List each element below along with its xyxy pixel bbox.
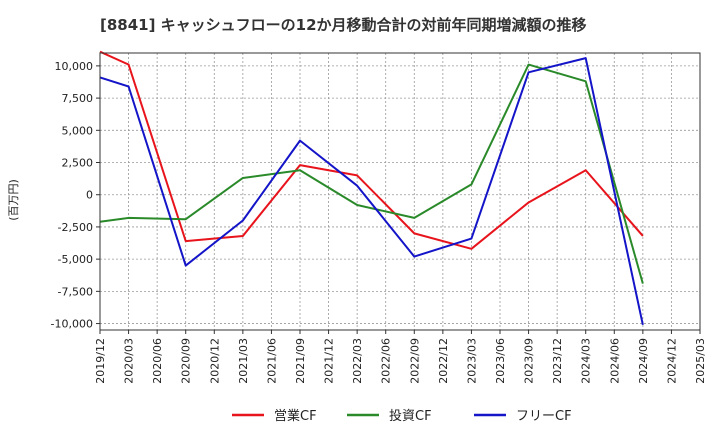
x-tick-label: 2024/06 <box>608 338 621 384</box>
legend-label: 営業CF <box>274 408 317 424</box>
x-tick-label: 2023/12 <box>551 338 564 384</box>
x-tick-label: 2022/12 <box>437 338 450 384</box>
legend-label: フリーCF <box>516 409 572 424</box>
y-tick-label: -10,000 <box>51 318 93 331</box>
x-tick-label: 2021/03 <box>237 338 250 384</box>
x-tick-label: 2022/06 <box>380 338 393 384</box>
legend: 営業CF 投資CF フリーCF <box>232 408 572 424</box>
x-tick-label: 2021/06 <box>265 338 278 384</box>
grid <box>99 53 701 330</box>
y-axis-label: (百万円) <box>7 179 20 221</box>
x-tick-label: 2023/09 <box>523 338 536 384</box>
x-tick-label: 2025/03 <box>694 338 707 384</box>
y-ticks: 10,000 7,500 5,000 2,500 0 -2,500 -5,000 -7,500… <box>51 60 100 331</box>
y-tick-label: -2,500 <box>58 221 93 234</box>
chart-title: [8841] キャッシュフローの12か月移動合計の対前年同期増減額の推移 <box>100 16 587 34</box>
plot-frame <box>99 52 701 331</box>
x-tick-label: 2020/03 <box>123 338 136 384</box>
y-tick-label: 10,000 <box>55 60 94 73</box>
y-tick-label: 0 <box>86 189 93 202</box>
x-tick-label: 2021/09 <box>294 338 307 384</box>
x-tick-label: 2021/12 <box>323 338 336 384</box>
y-tick-label: 2,500 <box>62 157 94 170</box>
x-tick-label: 2020/06 <box>151 338 164 384</box>
x-tick-label: 2023/03 <box>465 338 478 384</box>
y-tick-label: -7,500 <box>58 285 93 298</box>
x-ticks: 2019/12 2020/03 2020/06 2020/09 2020/12 2021/… <box>94 330 707 384</box>
x-tick-label: 2020/12 <box>208 338 221 384</box>
y-tick-label: 7,500 <box>62 92 94 105</box>
series-lines <box>99 50 644 326</box>
x-tick-label: 2024/03 <box>580 338 593 384</box>
x-tick-label: 2022/03 <box>351 338 364 384</box>
legend-label: 投資CF <box>389 408 432 424</box>
x-tick-label: 2023/06 <box>494 338 507 384</box>
x-tick-label: 2024/09 <box>637 338 650 384</box>
x-tick-label: 2020/09 <box>180 338 193 384</box>
x-tick-label: 2019/12 <box>94 338 107 384</box>
y-tick-label: 5,000 <box>62 124 94 137</box>
x-tick-label: 2024/12 <box>665 338 678 384</box>
x-tick-label: 2022/09 <box>408 338 421 384</box>
y-tick-label: -5,000 <box>58 253 93 266</box>
